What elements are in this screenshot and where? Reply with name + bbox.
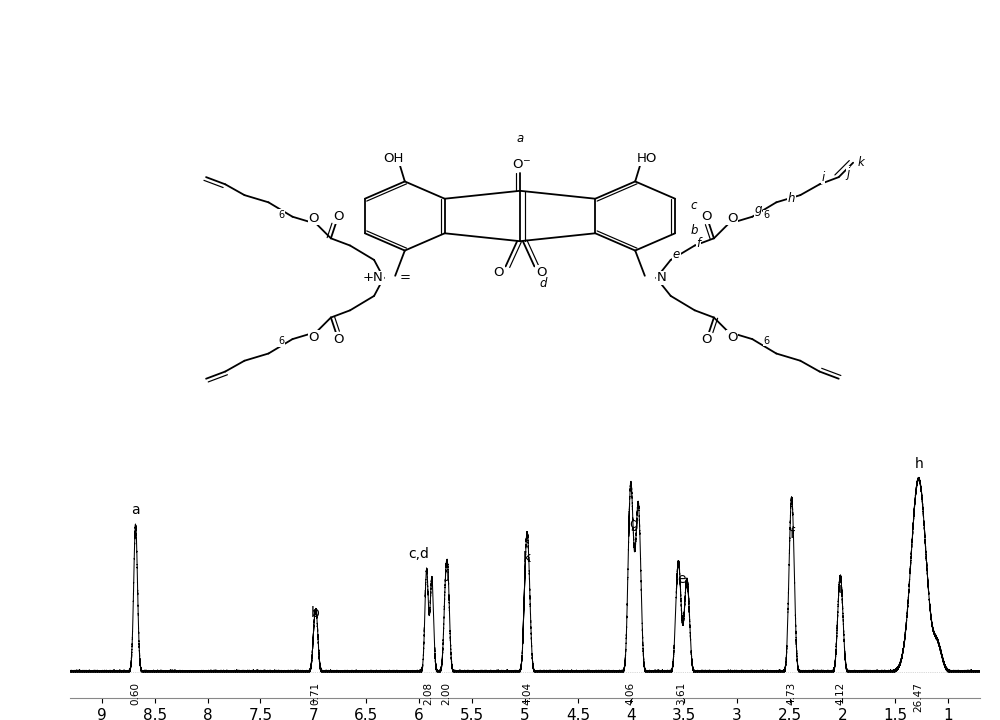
Text: a: a (516, 132, 524, 145)
Text: j: j (846, 167, 850, 180)
Text: c: c (691, 199, 697, 212)
Text: g: g (754, 203, 762, 216)
Text: a: a (131, 503, 140, 518)
Text: +N: +N (363, 271, 384, 284)
Text: 0.60: 0.60 (131, 682, 141, 705)
Text: 3.61: 3.61 (677, 682, 687, 705)
Text: 2.08: 2.08 (424, 682, 434, 705)
Text: f: f (697, 237, 701, 250)
Text: O: O (333, 333, 344, 346)
Text: h: h (914, 456, 923, 471)
Text: f: f (789, 527, 794, 541)
Text: N: N (656, 271, 666, 284)
Text: c,d: c,d (408, 547, 429, 561)
Text: 4.04: 4.04 (522, 682, 532, 705)
Text: h: h (788, 192, 795, 205)
Text: O: O (701, 210, 711, 223)
Text: 26.47: 26.47 (914, 682, 924, 711)
Text: j: j (445, 567, 449, 582)
Text: b: b (311, 606, 320, 620)
Text: O: O (727, 331, 737, 344)
Text: O: O (308, 212, 319, 225)
Text: OH: OH (383, 152, 403, 165)
Text: 6: 6 (278, 210, 284, 220)
Text: i: i (838, 582, 842, 595)
Text: =: = (400, 271, 411, 284)
Text: 6: 6 (764, 210, 770, 220)
Text: O$^{-}$: O$^{-}$ (512, 158, 532, 171)
Text: 4.12: 4.12 (835, 682, 845, 705)
Text: O: O (701, 333, 711, 346)
Text: k: k (858, 156, 865, 169)
Text: O: O (494, 266, 504, 279)
Text: e: e (677, 572, 686, 585)
Text: O: O (333, 210, 344, 223)
Text: 4.06: 4.06 (626, 682, 636, 705)
Text: HO: HO (637, 152, 657, 165)
Text: d: d (539, 277, 547, 290)
Text: O: O (308, 331, 319, 344)
Text: O: O (727, 212, 737, 225)
Text: i: i (821, 171, 825, 184)
Text: k: k (523, 552, 531, 565)
Text: O: O (536, 266, 546, 279)
Text: 2.00: 2.00 (442, 682, 452, 705)
Text: 4.73: 4.73 (787, 682, 797, 705)
Text: e: e (673, 248, 680, 261)
Text: 6: 6 (764, 336, 770, 346)
Text: 0.71: 0.71 (310, 682, 320, 705)
Text: g: g (630, 517, 638, 531)
Text: b: b (691, 224, 698, 237)
Text: 6: 6 (278, 336, 284, 346)
